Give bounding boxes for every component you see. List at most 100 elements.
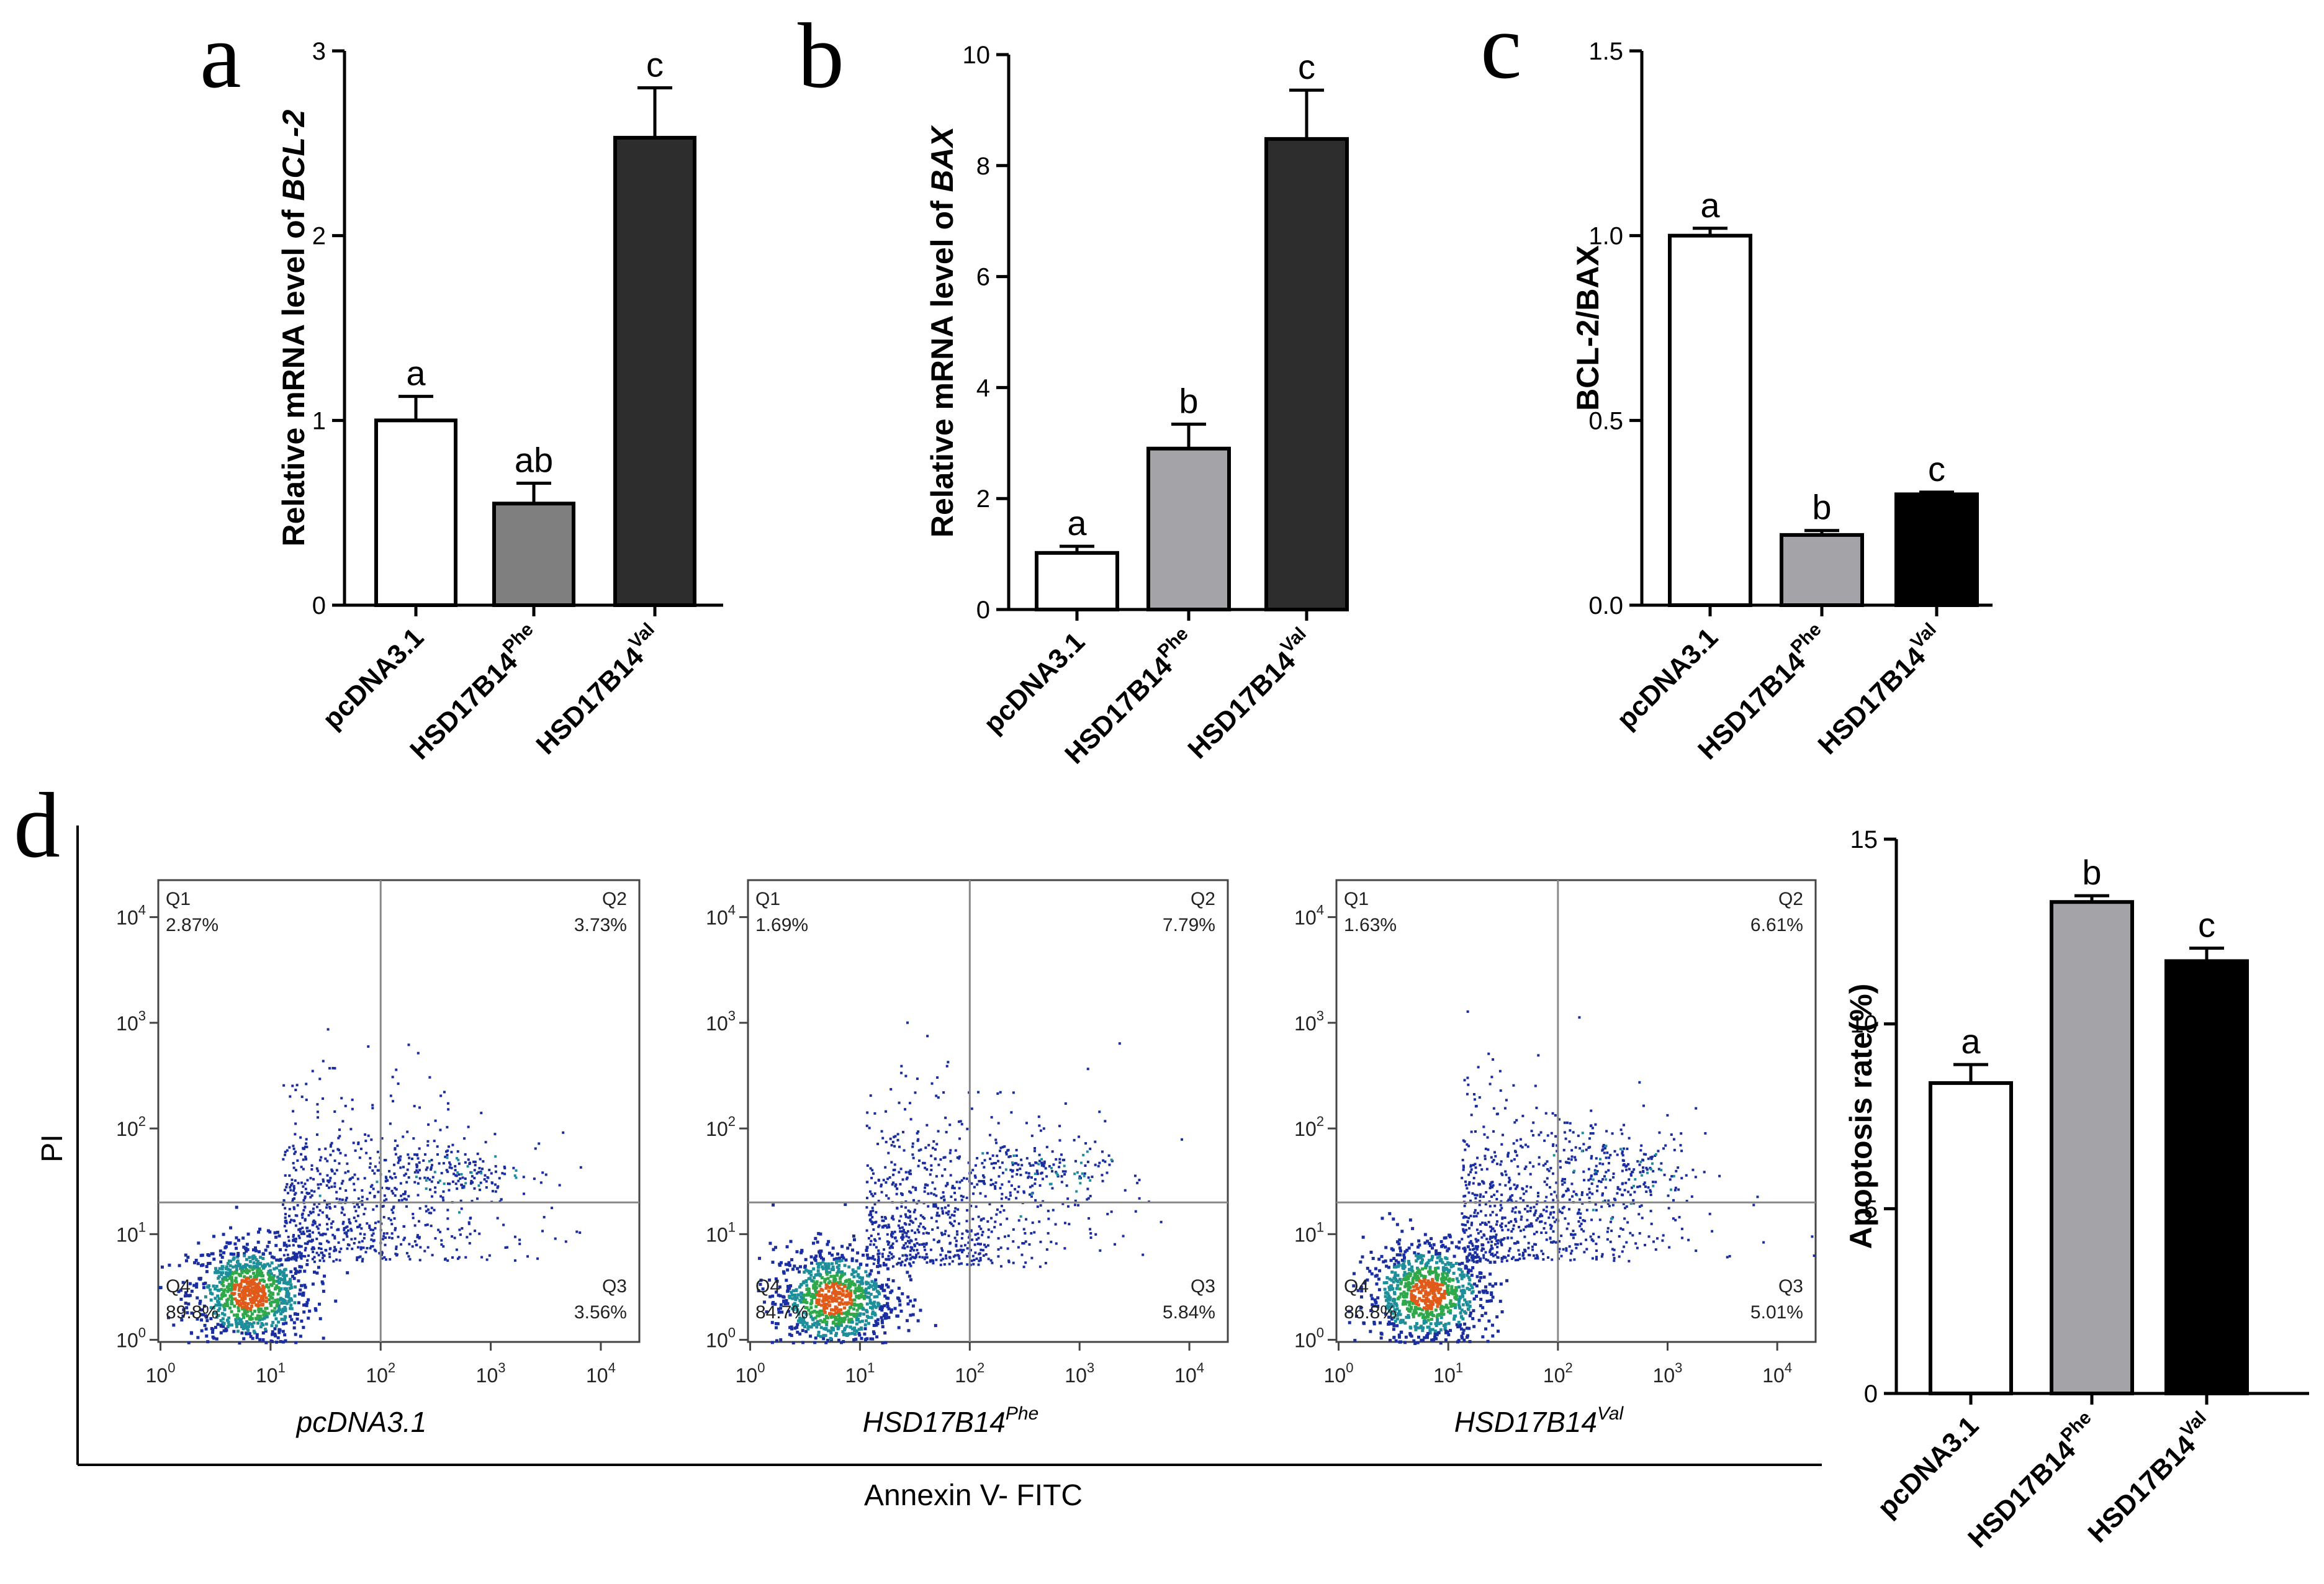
significance-letter: ab	[515, 441, 553, 480]
y-tick-label: 100	[116, 1325, 146, 1352]
quadrant-percent-q1: 1.63%	[1344, 915, 1397, 935]
y-tick-label: 101	[1294, 1219, 1324, 1246]
x-tick-label: 100	[736, 1360, 765, 1387]
y-tick-label: 8	[976, 153, 990, 180]
y-tick-label: 100	[706, 1325, 736, 1352]
x-tick-label: 101	[1433, 1360, 1463, 1387]
quadrant-label-q4: Q4	[166, 1276, 191, 1297]
x-tick-label: 104	[586, 1360, 616, 1387]
x-tick-label: 100	[1324, 1360, 1354, 1387]
quadrant-label-q1: Q1	[166, 889, 191, 909]
bar	[613, 135, 696, 608]
quadrant-label-q2: Q2	[1778, 889, 1803, 909]
bar	[2050, 900, 2134, 1395]
panel-letter-d: d	[14, 774, 60, 877]
y-axis-label: Relative mRNA level of BCL-2	[276, 109, 311, 546]
quadrant-label-q4: Q4	[1344, 1276, 1369, 1297]
bar-chart-bcl2-bax-ratio: 0.00.51.01.5BCL-2/BAXapcDNA3.1bHSD17B14P…	[1570, 38, 1993, 765]
y-tick-label: 3	[312, 38, 326, 65]
y-tick-label: 1.5	[1588, 38, 1623, 65]
quadrant-percent-q1: 2.87%	[166, 915, 218, 935]
flow-plot-frame	[1335, 879, 1817, 1343]
y-tick-label: 101	[116, 1219, 146, 1246]
quadrant-percent-q4: 84.7%	[755, 1302, 808, 1323]
y-tick-label: 1	[312, 407, 326, 434]
y-axis-label: Apoptosis rate(%)	[1844, 984, 1878, 1249]
flow-x-axis-title: Annexin V- FITC	[864, 1479, 1083, 1512]
quadrant-percent-q3: 5.84%	[1163, 1302, 1215, 1323]
bar	[1146, 446, 1231, 611]
bar	[1035, 551, 1119, 612]
y-tick-label: 0.5	[1588, 407, 1623, 434]
y-tick-label: 2	[976, 485, 990, 513]
y-tick-label: 102	[706, 1114, 736, 1140]
significance-letter: b	[1179, 381, 1198, 420]
significance-letter: a	[1700, 186, 1720, 225]
y-tick-label: 102	[116, 1114, 146, 1140]
flow-cytometry-panel: PI Annexin V- FITC Q1 2.87% Q2 3.73% Q3 3.56% Q4…	[36, 826, 1822, 1512]
bar-chart-apoptosis-rate: 0 5 10 15 Apoptosis rate(%) a pcDNA3.1 b HSD17B1…	[1844, 826, 2309, 1554]
x-tick-label: 103	[1065, 1360, 1094, 1387]
x-tick-label: 103	[1653, 1360, 1683, 1387]
bar	[1894, 492, 1979, 608]
quadrant-label-q1: Q1	[1344, 889, 1369, 909]
category-label: HSD17B14Val	[1809, 619, 1950, 760]
bar	[1264, 137, 1349, 611]
category-label: pcDNA3.1	[1611, 622, 1724, 735]
quadrant-label-q4: Q4	[755, 1276, 780, 1297]
significance-letter: a	[406, 354, 426, 393]
y-tick-label: 10	[1850, 1011, 1878, 1038]
x-tick-label: 101	[256, 1360, 286, 1387]
bar	[492, 502, 575, 607]
significance-letter: c	[1298, 47, 1315, 86]
y-tick-label: 104	[116, 902, 146, 929]
y-tick-label: 104	[1294, 902, 1324, 929]
quadrant-label-q2: Q2	[602, 889, 627, 909]
y-tick-label: 103	[116, 1008, 146, 1035]
quadrant-percent-q2: 7.79%	[1163, 915, 1215, 935]
quadrant-percent-q2: 3.73%	[574, 915, 627, 935]
significance-letter: c	[1928, 449, 1945, 488]
y-tick-label: 103	[1294, 1008, 1324, 1035]
quadrant-label-q2: Q2	[1191, 889, 1215, 909]
category-label: pcDNA3.1	[978, 626, 1091, 739]
significance-letter: c	[2198, 906, 2215, 945]
significance-letter: c	[646, 45, 664, 84]
panel-letter-a: a	[200, 4, 241, 107]
y-tick-label: 100	[1294, 1325, 1324, 1352]
significance-letter: a	[1067, 503, 1087, 542]
significance-letter: a	[1961, 1022, 1981, 1061]
quadrant-label-q3: Q3	[602, 1276, 627, 1297]
scatter-dots	[757, 1021, 1184, 1344]
quadrant-label-q3: Q3	[1191, 1276, 1215, 1297]
y-tick-label: 2	[312, 223, 326, 250]
y-tick-label: 6	[976, 264, 990, 291]
bar	[1780, 533, 1864, 607]
bar	[1668, 233, 1752, 607]
y-tick-label: 1.0	[1588, 223, 1623, 250]
flow-y-axis-title: PI	[36, 1134, 69, 1162]
category-label: HSD17B14Val	[1179, 623, 1320, 765]
flow-plot-name: pcDNA3.1	[295, 1406, 427, 1438]
category-label: pcDNA3.1	[317, 622, 430, 735]
category-label: HSD17B14Val	[527, 619, 669, 760]
x-tick-label: 100	[146, 1360, 176, 1387]
y-tick-label: 101	[706, 1219, 736, 1246]
category-label: pcDNA3.1	[1871, 1410, 1984, 1523]
panel-letter-c: c	[1480, 0, 1522, 98]
quadrant-percent-q1: 1.69%	[755, 915, 808, 935]
quadrant-label-q3: Q3	[1778, 1276, 1803, 1297]
x-tick-label: 103	[476, 1360, 506, 1387]
y-tick-label: 4	[976, 374, 990, 402]
x-tick-label: 102	[1543, 1360, 1573, 1387]
quadrant-percent-q3: 3.56%	[574, 1302, 627, 1323]
scatter-dots	[158, 1028, 582, 1345]
bar	[1929, 1081, 2013, 1396]
bar-chart-bcl2: 0 1 2 3 Relative mRNA level of BCL-2 a pcDNA3.…	[276, 38, 723, 765]
flow-plot-name: HSD17B14Val	[1454, 1403, 1624, 1438]
panel-letter-b: b	[798, 4, 844, 107]
y-axis-label: Relative mRNA level of BAX	[925, 125, 960, 538]
